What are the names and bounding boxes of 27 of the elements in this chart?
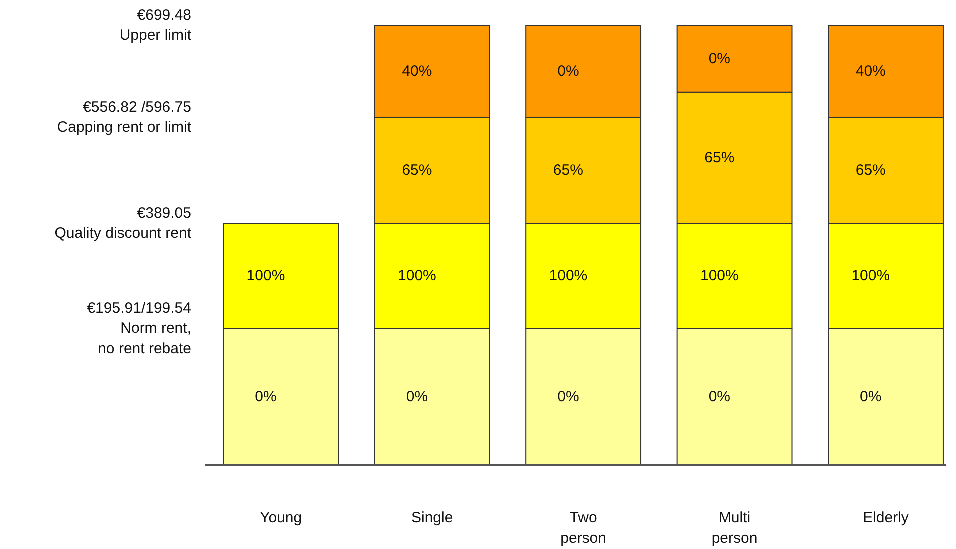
annotation: 100% — [246, 268, 286, 285]
text: €389.05 Quality discount rent — [54, 204, 192, 242]
annotation: 0% — [255, 388, 277, 406]
annotation: 100% — [549, 268, 588, 285]
text: €556.82 /596.75 Capping rent or limit — [57, 98, 192, 136]
x-tick-label: Multi person — [712, 510, 758, 547]
x-tick-label: Young — [260, 510, 302, 526]
x-tick-label: Two person — [560, 510, 607, 547]
annotation: 65% — [704, 149, 735, 166]
annotation: 0% — [406, 388, 428, 406]
text: €699.48 Upper limit — [120, 6, 192, 44]
annotation: 0% — [558, 388, 580, 406]
annotation: 100% — [700, 268, 739, 285]
x-tick-label: Elderly — [863, 510, 910, 526]
annotation: 0% — [708, 50, 731, 68]
annotation: 0% — [558, 62, 580, 80]
annotation: 0% — [708, 388, 731, 406]
annotation: 0% — [860, 388, 882, 406]
annotation: 40% — [402, 62, 432, 80]
annotation: 65% — [402, 162, 432, 179]
annotation: 65% — [856, 162, 886, 179]
annotation: 65% — [553, 162, 584, 179]
text: €195.91/199.54 Norm rent, no rent rebate — [87, 300, 192, 358]
annotation: 40% — [856, 62, 886, 80]
annotation: 100% — [398, 268, 436, 285]
x-tick-label: Single — [411, 510, 454, 526]
annotation: 100% — [852, 268, 890, 285]
